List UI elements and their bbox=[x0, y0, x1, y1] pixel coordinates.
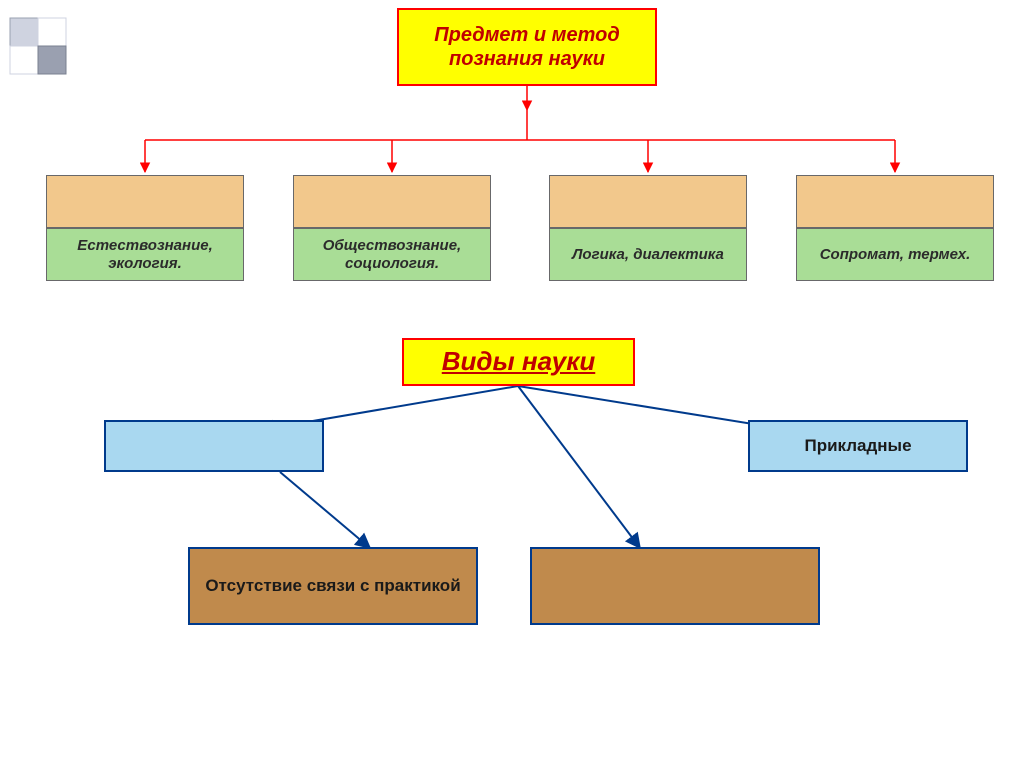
row3-label-0: Отсутствие связи с практикой bbox=[205, 576, 460, 596]
row1-bottom-label-0: Естествознание, экология. bbox=[53, 237, 237, 273]
row1-bottom-0: Естествознание, экология. bbox=[46, 228, 244, 281]
row3-box-1 bbox=[530, 547, 820, 625]
row1-bottom-2: Логика, диалектика bbox=[549, 228, 747, 281]
row1-top-3 bbox=[796, 175, 994, 228]
subtitle-text: Виды науки bbox=[442, 346, 596, 377]
subtitle-box: Виды науки bbox=[402, 338, 635, 386]
row1-bottom-3: Сопромат, термех. bbox=[796, 228, 994, 281]
row3-box-0: Отсутствие связи с практикой bbox=[188, 547, 478, 625]
row2-label-1: Прикладные bbox=[804, 436, 911, 456]
row1-bottom-label-2: Логика, диалектика bbox=[572, 246, 724, 264]
row2-box-1: Прикладные bbox=[748, 420, 968, 472]
row1-bottom-label-3: Сопромат, термех. bbox=[820, 246, 971, 264]
row1-top-2 bbox=[549, 175, 747, 228]
row1-bottom-label-1: Обществознание, социология. bbox=[300, 237, 484, 273]
title-text: Предмет и метод познания науки bbox=[409, 23, 645, 71]
row2-box-0 bbox=[104, 420, 324, 472]
row1-top-1 bbox=[293, 175, 491, 228]
row1-top-0 bbox=[46, 175, 244, 228]
row1-bottom-1: Обществознание, социология. bbox=[293, 228, 491, 281]
title-box: Предмет и метод познания науки bbox=[397, 8, 657, 86]
